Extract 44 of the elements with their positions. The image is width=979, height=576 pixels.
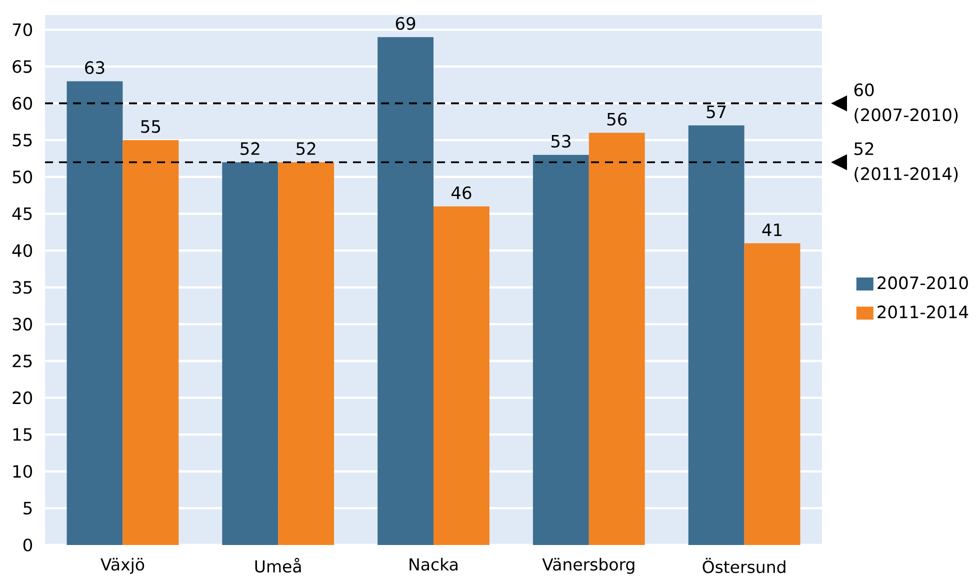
y-tick-label: 55 (12, 134, 32, 146)
ref-line-label: 60 (2007-2010) (854, 83, 958, 124)
bar (744, 243, 800, 545)
bar (122, 140, 179, 545)
bar (688, 125, 744, 545)
x-tick-label: Umeå (255, 558, 301, 573)
y-tick-label: 30 (12, 318, 32, 331)
legend-label: 2007-2010 (878, 276, 968, 290)
data-label: 41 (762, 224, 782, 236)
y-tick-label: 15 (13, 428, 32, 441)
data-label: 57 (706, 106, 726, 118)
y-tick-label: 70 (12, 23, 32, 36)
x-tick-label: Vänersborg (542, 558, 634, 574)
y-tick-label: 45 (12, 207, 32, 220)
y-tick-label: 20 (12, 391, 32, 404)
data-label: 56 (607, 112, 627, 126)
data-label: 53 (551, 134, 570, 148)
y-tick-label: 50 (12, 170, 32, 184)
bar (378, 37, 434, 545)
y-tick-label: 5 (24, 502, 32, 515)
data-label: 46 (451, 186, 472, 200)
bar (532, 154, 589, 545)
data-label: 69 (396, 17, 416, 30)
data-label: 52 (240, 142, 260, 156)
y-tick-label: 10 (13, 464, 32, 478)
y-tick-label: 60 (12, 96, 32, 110)
data-label: 63 (85, 61, 104, 74)
x-tick-label: Växjö (100, 558, 144, 574)
data-label: 52 (296, 142, 316, 156)
y-tick-label: 35 (12, 280, 32, 294)
bar (588, 132, 645, 545)
data-label: 55 (141, 120, 160, 133)
legend-label: 2011-2014 (878, 306, 968, 318)
y-tick-label: 40 (12, 244, 32, 257)
y-tick-label: 65 (12, 60, 32, 73)
y-tick-label: 0 (23, 538, 32, 552)
bar (278, 162, 334, 545)
bar (66, 81, 123, 545)
x-tick-label: Östersund (702, 558, 786, 574)
bar (434, 206, 490, 545)
bar (222, 162, 278, 545)
y-tick-label: 25 (12, 354, 32, 368)
ref-line-label: 52 (2011-2014) (854, 142, 958, 182)
x-tick-label: Nacka (410, 558, 458, 571)
